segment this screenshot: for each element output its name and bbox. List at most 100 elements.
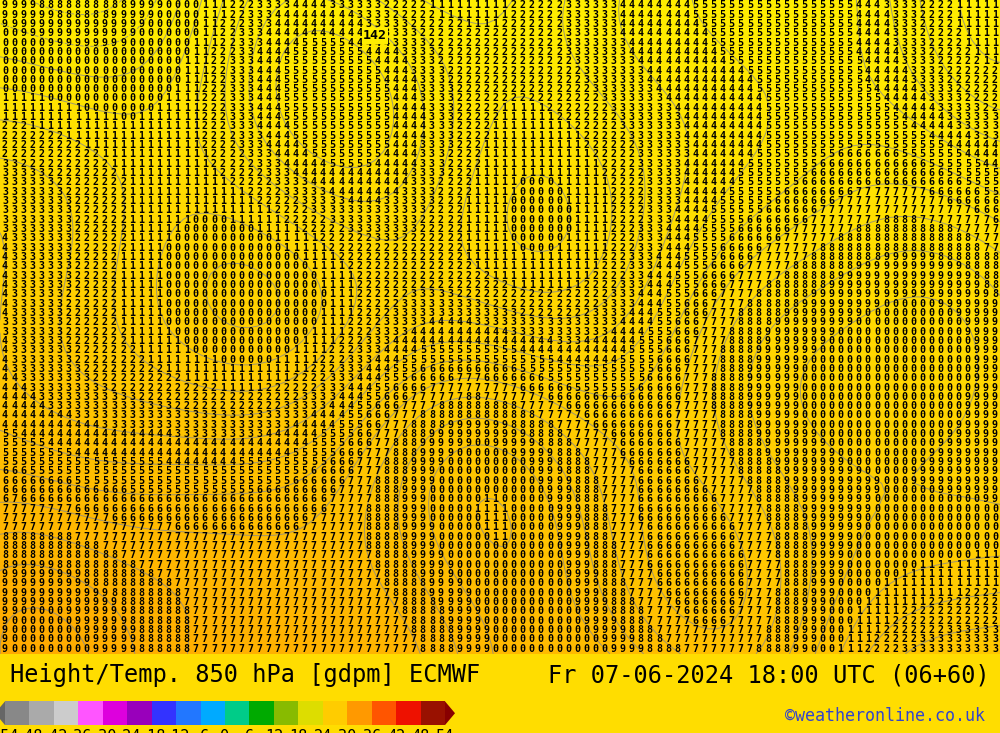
Text: 8: 8: [156, 578, 162, 589]
Text: 0: 0: [502, 448, 508, 458]
Text: 9: 9: [765, 327, 771, 336]
Text: 2: 2: [538, 298, 544, 309]
Text: 4: 4: [665, 10, 671, 20]
Text: 0: 0: [856, 392, 862, 402]
Text: 3: 3: [238, 420, 244, 430]
Text: 2: 2: [638, 187, 644, 196]
Text: 2: 2: [84, 205, 90, 216]
Text: 0: 0: [465, 466, 471, 476]
Text: 6: 6: [729, 606, 735, 616]
Text: -54: -54: [0, 729, 19, 733]
Text: 5: 5: [810, 47, 816, 57]
Text: 6: 6: [938, 168, 944, 178]
Text: 8: 8: [583, 523, 589, 532]
Text: 3: 3: [20, 243, 26, 253]
Text: 3: 3: [56, 270, 62, 281]
Text: 0: 0: [483, 588, 489, 597]
Text: 2: 2: [202, 112, 208, 122]
Text: 8: 8: [120, 560, 126, 570]
Text: 9: 9: [892, 252, 898, 262]
Text: 4: 4: [692, 112, 698, 122]
Text: 9: 9: [947, 485, 953, 495]
Text: 3: 3: [656, 150, 662, 159]
Text: 7: 7: [47, 523, 53, 532]
Text: 3: 3: [965, 103, 971, 113]
Text: 4: 4: [638, 28, 644, 38]
Text: 1: 1: [983, 560, 989, 570]
Text: 4: 4: [692, 122, 698, 131]
Text: 3: 3: [265, 150, 271, 159]
Text: 4: 4: [402, 56, 408, 66]
Text: 5: 5: [838, 94, 844, 103]
Text: 8: 8: [547, 420, 553, 430]
Text: 2: 2: [29, 150, 35, 159]
Text: 0: 0: [947, 336, 953, 346]
Text: 1: 1: [184, 56, 190, 66]
Text: 0: 0: [938, 429, 944, 439]
Text: 7: 7: [747, 625, 753, 635]
Text: 2: 2: [965, 56, 971, 66]
Text: 7: 7: [683, 410, 689, 421]
Text: 8: 8: [383, 485, 389, 495]
Text: 0: 0: [547, 215, 553, 225]
Text: 1: 1: [193, 103, 199, 113]
Text: 6: 6: [674, 355, 680, 364]
Text: 0: 0: [193, 280, 199, 290]
Text: 0: 0: [829, 364, 835, 374]
Text: 9: 9: [810, 606, 816, 616]
Text: 9: 9: [819, 466, 825, 476]
Text: 4: 4: [393, 75, 399, 85]
Text: 2: 2: [211, 47, 217, 57]
Text: 4: 4: [393, 336, 399, 346]
Text: 1: 1: [592, 215, 598, 225]
Text: 9: 9: [819, 327, 825, 336]
Text: 7: 7: [620, 569, 626, 579]
Text: 0: 0: [483, 466, 489, 476]
Text: 0: 0: [93, 103, 99, 113]
Text: 2: 2: [356, 317, 362, 327]
Text: 7: 7: [738, 644, 744, 654]
Text: 6: 6: [656, 383, 662, 393]
Text: 7: 7: [792, 252, 798, 262]
Text: 0: 0: [829, 401, 835, 411]
Text: 9: 9: [947, 438, 953, 449]
Text: 7: 7: [729, 476, 735, 486]
Text: 2: 2: [474, 112, 480, 122]
Text: 0: 0: [502, 541, 508, 551]
Text: 7: 7: [211, 597, 217, 607]
Text: 3: 3: [629, 75, 635, 85]
Text: 9: 9: [402, 531, 408, 542]
Text: 7: 7: [284, 644, 290, 654]
Text: 2: 2: [93, 177, 99, 188]
Text: 6: 6: [193, 504, 199, 514]
Text: 2: 2: [156, 392, 162, 402]
Text: 9: 9: [420, 531, 426, 542]
Text: 8: 8: [147, 569, 153, 579]
Text: 5: 5: [347, 122, 353, 131]
Text: 4: 4: [529, 336, 535, 346]
Text: 7: 7: [156, 550, 162, 560]
Text: 5: 5: [365, 75, 371, 85]
Text: 6: 6: [329, 457, 335, 467]
Text: 9: 9: [947, 270, 953, 281]
Text: 7: 7: [365, 625, 371, 635]
Text: 7: 7: [765, 243, 771, 253]
Text: 3: 3: [274, 159, 280, 169]
Text: 4: 4: [710, 56, 716, 66]
Text: 9: 9: [84, 37, 90, 48]
Text: 0: 0: [511, 504, 517, 514]
Text: 6: 6: [620, 438, 626, 449]
Text: 7: 7: [347, 504, 353, 514]
Text: 6: 6: [865, 177, 871, 188]
Text: 7: 7: [583, 420, 589, 430]
Text: 7: 7: [311, 588, 317, 597]
Text: 5: 5: [511, 355, 517, 364]
Text: 2: 2: [311, 383, 317, 393]
Text: 8: 8: [66, 0, 72, 10]
Text: 6: 6: [374, 401, 380, 411]
Text: 3: 3: [338, 0, 344, 10]
Text: 6: 6: [329, 466, 335, 476]
Text: 1: 1: [129, 280, 135, 290]
Text: 9: 9: [66, 606, 72, 616]
Text: 3: 3: [629, 65, 635, 75]
